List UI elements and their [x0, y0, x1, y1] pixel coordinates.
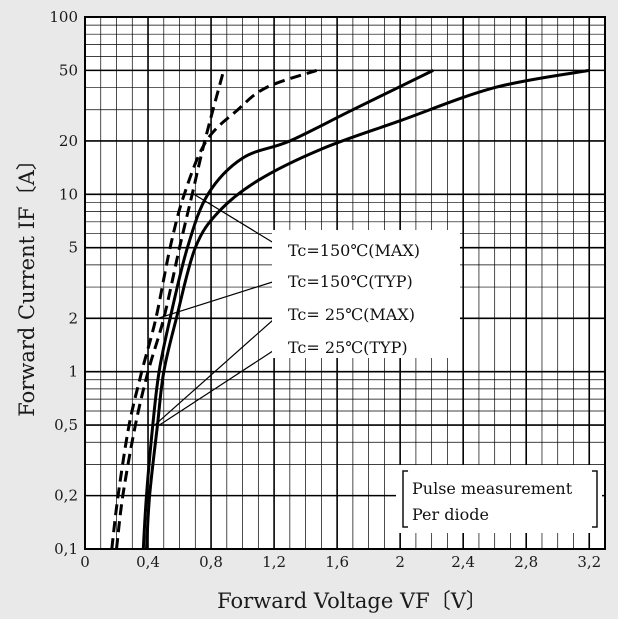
- y-tick-label: 0,1: [54, 540, 78, 558]
- leader-line: [159, 344, 283, 426]
- legend-labels: Tc=150℃(MAX) Tc=150℃(TYP) Tc= 25℃(MAX) T…: [272, 230, 460, 358]
- note-left-bracket: [402, 470, 408, 528]
- x-tick-label: 1,6: [325, 553, 349, 571]
- y-tick-label: 5: [68, 239, 78, 257]
- series-layer: [110, 68, 590, 550]
- x-axis-title: Forward Voltage VF〔V〕: [217, 589, 487, 613]
- x-tick-label: 3,2: [577, 553, 601, 571]
- legend-label-150-typ: Tc=150℃(TYP): [288, 272, 413, 291]
- leader-line: [157, 278, 283, 319]
- plot-frame: [84, 16, 606, 550]
- leader-lines: [154, 193, 283, 426]
- legend-label-25-max: Tc= 25℃(MAX): [288, 305, 415, 324]
- x-tick-labels: 0 0,4 0,8 1,2 1,6 2 2,4 2,8 3,2: [80, 553, 601, 571]
- y-tick-label: 10: [59, 185, 78, 203]
- curve-tc150-typ: [110, 68, 318, 550]
- x-tick-label: 1,2: [262, 553, 286, 571]
- note-line-2: Per diode: [412, 505, 489, 524]
- x-tick-label: 0: [80, 553, 90, 571]
- leader-line: [154, 311, 283, 426]
- note-box: Pulse measurement Per diode: [396, 465, 602, 533]
- y-tick-label: 1: [68, 363, 78, 381]
- x-tick-label: 2: [395, 553, 405, 571]
- y-tick-label: 2: [68, 309, 78, 327]
- note-line-1: Pulse measurement: [412, 479, 573, 498]
- y-tick-label: 100: [49, 8, 78, 26]
- y-tick-labels: 0,1 0,2 0,5 1 2 5 10 20 50 100: [49, 8, 78, 558]
- legend-label-150-max: Tc=150℃(MAX): [288, 241, 420, 260]
- y-tick-label: 50: [59, 61, 78, 79]
- x-tick-label: 2,4: [451, 553, 475, 571]
- legend-background: [272, 230, 460, 358]
- y-axis-title: Forward Current IF〔A〕: [15, 149, 39, 417]
- x-tick-label: 0,4: [136, 553, 160, 571]
- note-right-bracket: [592, 470, 598, 528]
- y-tick-label: 20: [59, 132, 78, 150]
- curve-tc25-typ: [145, 68, 590, 550]
- x-tick-label: 0,8: [199, 553, 223, 571]
- legend-label-25-typ: Tc= 25℃(TYP): [288, 338, 408, 357]
- note-background: [396, 465, 602, 533]
- y-tick-label: 0,2: [54, 487, 78, 505]
- x-tick-label: 2,8: [514, 553, 538, 571]
- leader-line: [193, 193, 283, 249]
- curve-tc150-max: [115, 70, 226, 550]
- y-tick-label: 0,5: [54, 416, 78, 434]
- curve-tc25-max: [141, 69, 434, 550]
